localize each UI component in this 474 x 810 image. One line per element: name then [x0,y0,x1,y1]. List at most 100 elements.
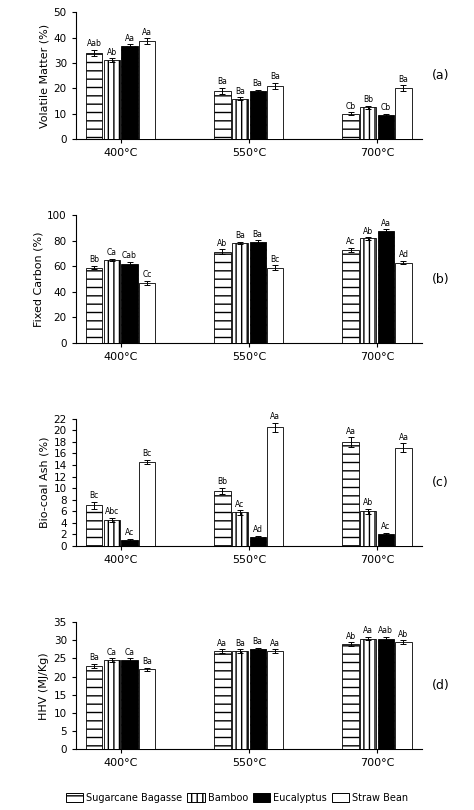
Bar [86,267,102,343]
Bar [343,442,359,546]
Bar [104,520,120,546]
Text: Ca: Ca [125,648,135,657]
Text: Aa: Aa [125,34,135,43]
Text: Aa: Aa [381,219,391,228]
Text: Bb: Bb [363,96,373,104]
Text: Cc: Cc [143,271,152,279]
Y-axis label: Volatile Matter (%): Volatile Matter (%) [39,23,49,128]
Text: Ba: Ba [399,75,409,83]
Bar [343,249,359,343]
Text: Aa: Aa [270,412,280,421]
Bar [121,660,137,749]
Text: Cab: Cab [122,251,137,260]
Bar [214,252,230,343]
Text: Ba: Ba [270,72,280,81]
Text: Aab: Aab [87,39,102,49]
Text: Cb: Cb [346,102,356,111]
Text: Aa: Aa [399,433,409,441]
Text: Bb: Bb [89,255,99,264]
Bar [86,53,102,139]
Bar [232,651,248,749]
Text: Ba: Ba [235,231,245,240]
Bar [360,238,376,343]
Bar [86,505,102,546]
Bar [360,108,376,139]
Bar [249,650,266,749]
Bar [139,463,155,546]
Text: Ac: Ac [236,500,245,509]
Bar [121,264,137,343]
Bar [378,535,394,546]
Bar [343,114,359,139]
Text: Ab: Ab [218,239,228,248]
Bar [249,91,266,139]
Bar [121,46,137,139]
Text: (c): (c) [432,475,449,489]
Y-axis label: Bio-coal Ash (%): Bio-coal Ash (%) [39,437,49,528]
Bar [232,99,248,139]
Text: Ab: Ab [107,48,117,57]
Text: Ac: Ac [125,528,134,538]
Text: Ca: Ca [107,648,117,657]
Bar [267,428,283,546]
Bar [214,651,230,749]
Y-axis label: Fixed Carbon (%): Fixed Carbon (%) [33,232,43,326]
Bar [267,86,283,139]
Bar [378,231,394,343]
Text: Aa: Aa [346,427,356,436]
Text: Aa: Aa [270,639,280,648]
Text: Bc: Bc [143,450,152,458]
Bar [232,513,248,546]
Text: Aab: Aab [378,626,393,635]
Bar [395,448,411,546]
Text: (d): (d) [432,680,450,693]
Bar [214,491,230,546]
Text: Ba: Ba [253,637,263,646]
Bar [104,660,120,749]
Bar [395,88,411,139]
Text: (b): (b) [432,272,450,286]
Text: Abc: Abc [105,507,119,516]
Text: Ba: Ba [142,657,152,666]
Text: Aa: Aa [142,28,152,36]
Text: (a): (a) [432,69,450,82]
Text: Aa: Aa [218,639,228,648]
Text: Ad: Ad [399,250,409,259]
Bar [139,669,155,749]
Text: Ab: Ab [398,630,409,639]
Text: Ba: Ba [235,639,245,648]
Bar [267,267,283,343]
Text: Cb: Cb [381,104,391,113]
Bar [139,283,155,343]
Text: Ac: Ac [346,237,355,246]
Text: Ab: Ab [363,498,373,507]
Text: Ab: Ab [346,632,356,641]
Text: Ba: Ba [235,87,245,96]
Bar [139,41,155,139]
Bar [360,638,376,749]
Text: Aa: Aa [363,626,373,635]
Text: Ac: Ac [381,522,391,531]
Text: Ad: Ad [253,525,263,534]
Text: Bc: Bc [90,492,99,501]
Bar [214,91,230,139]
Bar [395,642,411,749]
Bar [104,61,120,139]
Text: Ba: Ba [89,654,99,663]
Text: Bc: Bc [271,254,280,263]
Bar [267,651,283,749]
Bar [378,638,394,749]
Bar [249,537,266,546]
Bar [86,666,102,749]
Text: Ba: Ba [218,78,228,87]
Bar [343,644,359,749]
Text: Bb: Bb [218,477,228,486]
Bar [104,260,120,343]
Text: Ca: Ca [107,248,117,257]
Text: Ba: Ba [253,230,263,239]
Text: Ab: Ab [363,227,373,236]
Bar [249,241,266,343]
Bar [360,511,376,546]
Bar [232,243,248,343]
Bar [395,262,411,343]
